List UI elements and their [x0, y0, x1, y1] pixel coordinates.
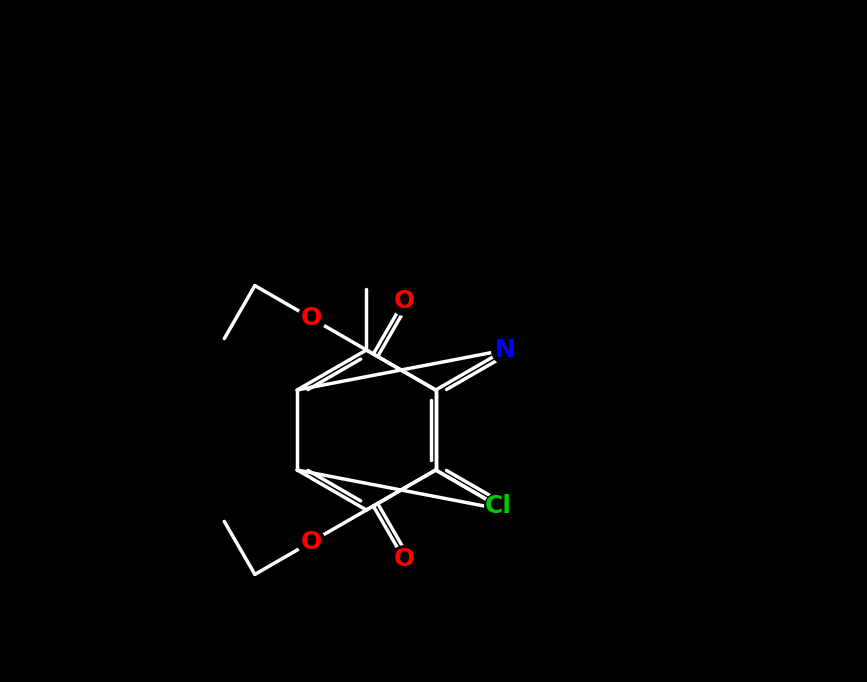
Text: O: O [300, 306, 322, 330]
Text: O: O [394, 289, 414, 313]
Text: O: O [394, 547, 414, 571]
Text: Cl: Cl [485, 494, 512, 518]
Text: O: O [300, 530, 322, 554]
Text: N: N [494, 338, 516, 362]
